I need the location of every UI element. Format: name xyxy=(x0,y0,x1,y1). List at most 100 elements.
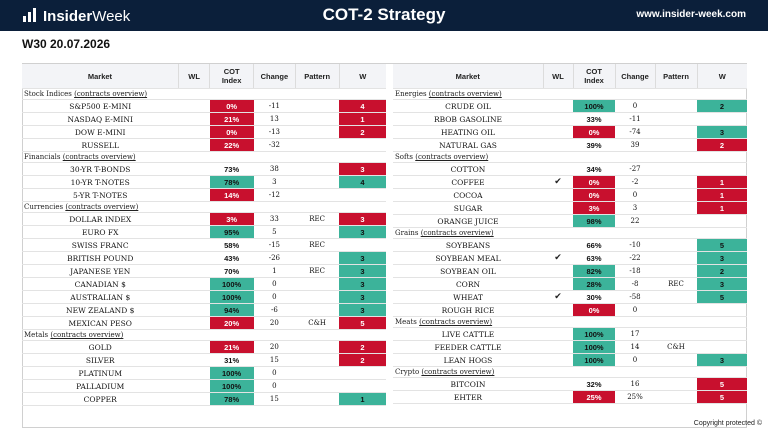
pattern-value xyxy=(655,214,697,228)
change-value: 17 xyxy=(615,327,655,341)
table-row[interactable]: PLATINUM 100% 0 xyxy=(22,366,386,380)
category-row: Grains (contracts overview) xyxy=(393,227,747,239)
table-row[interactable]: SWISS FRANC 58% -15 REC xyxy=(22,238,386,252)
table-row[interactable]: ROUGH RICE 0% 0 xyxy=(393,303,747,317)
watchlist-check-icon xyxy=(543,390,573,404)
w-value xyxy=(339,138,386,152)
table-row[interactable]: FEEDER CATTLE 100% 14 C&H xyxy=(393,340,747,354)
contracts-overview-link[interactable]: (contracts overview) xyxy=(65,203,139,211)
contracts-overview-link[interactable]: (contracts overview) xyxy=(415,153,489,161)
change-value: 5 xyxy=(253,225,296,239)
table-row[interactable]: MEXICAN PESO 20% 20 C&H 5 xyxy=(22,316,386,330)
col-pattern-header: Pattern xyxy=(655,64,698,89)
change-value: -11 xyxy=(253,99,296,113)
change-value: 0 xyxy=(253,366,296,380)
table-row[interactable]: COCOA 0% 0 1 xyxy=(393,188,747,202)
cot-index-value: 73% xyxy=(209,162,254,176)
w-value: 5 xyxy=(697,238,747,252)
table-row[interactable]: NATURAL GAS 39% 39 2 xyxy=(393,138,747,152)
col-market-header: Market xyxy=(393,64,544,89)
contracts-overview-link[interactable]: (contracts overview) xyxy=(62,153,136,161)
table-row[interactable]: EURO FX 95% 5 3 xyxy=(22,225,386,239)
col-change-header: Change xyxy=(253,64,296,89)
table-row[interactable]: SOYBEAN OIL 82% -18 2 xyxy=(393,264,747,278)
contracts-overview-link[interactable]: (contracts overview) xyxy=(421,368,495,376)
table-row[interactable]: SUGAR 3% 3 1 xyxy=(393,201,747,215)
change-value: 0 xyxy=(615,99,655,113)
table-row[interactable]: NEW ZEALAND $ 94% -6 3 xyxy=(22,303,386,317)
market-name: NATURAL GAS xyxy=(393,138,543,152)
table-row[interactable]: PALLADIUM 100% 0 xyxy=(22,379,386,393)
table-row[interactable]: GOLD 21% 20 2 xyxy=(22,340,386,354)
table-row[interactable]: 10-YR T-NOTES 78% 3 4 xyxy=(22,175,386,189)
category-name: Metals xyxy=(24,331,49,339)
change-value: -10 xyxy=(615,238,655,252)
table-row[interactable]: COFFEE ✔ 0% -2 1 xyxy=(393,175,747,189)
copyright-text: Copyright protected © xyxy=(693,420,762,427)
watchlist-check-icon xyxy=(178,277,210,291)
cot-index-value: 43% xyxy=(209,251,254,265)
change-value: 15 xyxy=(253,353,296,367)
table-row[interactable]: DOLLAR INDEX 3% 33 REC 3 xyxy=(22,212,386,226)
col-w-header: W xyxy=(339,64,386,89)
table-row[interactable]: EHTER 25% 25% 5 xyxy=(393,390,747,404)
pattern-value xyxy=(295,277,340,291)
cot-index-value: 39% xyxy=(573,138,615,152)
table-row[interactable]: CORN 28% -8 REC 3 xyxy=(393,277,747,291)
table-row[interactable]: BITCOIN 32% 16 5 xyxy=(393,377,747,391)
table-row[interactable]: 5-YR T-NOTES 14% -12 xyxy=(22,188,386,202)
table-row[interactable]: JAPANESE YEN 70% 1 REC 3 xyxy=(22,264,386,278)
table-row[interactable]: CANADIAN $ 100% 0 3 xyxy=(22,277,386,291)
table-row[interactable]: AUSTRALIAN $ 100% 0 3 xyxy=(22,290,386,304)
table-row[interactable]: LEAN HOGS 100% 0 3 xyxy=(393,353,747,367)
table-row[interactable]: ORANGE JUICE 98% 22 xyxy=(393,214,747,228)
table-row[interactable]: LIVE CATTLE 100% 17 xyxy=(393,327,747,341)
contracts-overview-link[interactable]: (contracts overview) xyxy=(428,90,502,98)
table-row[interactable]: 30-YR T-BONDS 73% 38 3 xyxy=(22,162,386,176)
table-row[interactable]: SOYBEAN MEAL ✔ 63% -22 3 xyxy=(393,251,747,265)
contracts-overview-link[interactable]: (contracts overview) xyxy=(74,90,148,98)
w-value: 2 xyxy=(339,340,386,354)
contracts-overview-link[interactable]: (contracts overview) xyxy=(419,318,493,326)
watchlist-check-icon xyxy=(543,353,573,367)
cot-index-value: 14% xyxy=(209,188,254,202)
table-row[interactable]: COPPER 78% 15 1 xyxy=(22,392,386,406)
table-row[interactable]: DOW E-MINI 0% -13 2 xyxy=(22,125,386,139)
watchlist-check-icon xyxy=(178,353,210,367)
market-name: S&P500 E-MINI xyxy=(22,99,179,113)
table-row[interactable]: BRITISH POUND 43% -26 3 xyxy=(22,251,386,265)
table-row[interactable]: RUSSELL 22% -32 xyxy=(22,138,386,152)
table-row[interactable]: SOYBEANS 66% -10 5 xyxy=(393,238,747,252)
market-name: CRUDE OIL xyxy=(393,99,543,113)
contracts-overview-link[interactable]: (contracts overview) xyxy=(50,331,124,339)
w-value: 5 xyxy=(339,316,386,330)
pattern-value xyxy=(655,238,697,252)
logo[interactable]: Insider Week xyxy=(22,6,130,26)
category-row: Crypto (contracts overview) xyxy=(393,366,747,378)
change-value: 39 xyxy=(615,138,655,152)
pattern-value xyxy=(295,392,340,406)
change-value: 0 xyxy=(615,353,655,367)
change-value: 20 xyxy=(253,316,296,330)
change-value: 1 xyxy=(253,264,296,278)
table-row[interactable]: S&P500 E-MINI 0% -11 4 xyxy=(22,99,386,113)
table-row[interactable]: RBOB GASOLINE 33% -11 xyxy=(393,112,747,126)
table-row[interactable]: NASDAQ E-MINI 21% 13 1 xyxy=(22,112,386,126)
contracts-overview-link[interactable]: (contracts overview) xyxy=(420,229,494,237)
change-value: -2 xyxy=(615,175,655,189)
watchlist-check-icon xyxy=(178,392,210,406)
change-value: 0 xyxy=(253,277,296,291)
watchlist-check-icon xyxy=(543,340,573,354)
watchlist-check-icon xyxy=(178,99,210,113)
change-value: -8 xyxy=(615,277,655,291)
table-row[interactable]: WHEAT ✔ 30% -58 5 xyxy=(393,290,747,304)
table-row[interactable]: COTTON 34% -27 xyxy=(393,162,747,176)
market-name: LEAN HOGS xyxy=(393,353,543,367)
table-row[interactable]: HEATING OIL 0% -74 3 xyxy=(393,125,747,139)
table-row[interactable]: SILVER 31% 15 2 xyxy=(22,353,386,367)
pattern-value xyxy=(655,201,697,215)
w-value xyxy=(339,379,386,393)
watchlist-check-icon xyxy=(178,366,210,380)
table-row[interactable]: CRUDE OIL 100% 0 2 xyxy=(393,99,747,113)
site-url-link[interactable]: www.insider-week.com xyxy=(636,9,746,20)
